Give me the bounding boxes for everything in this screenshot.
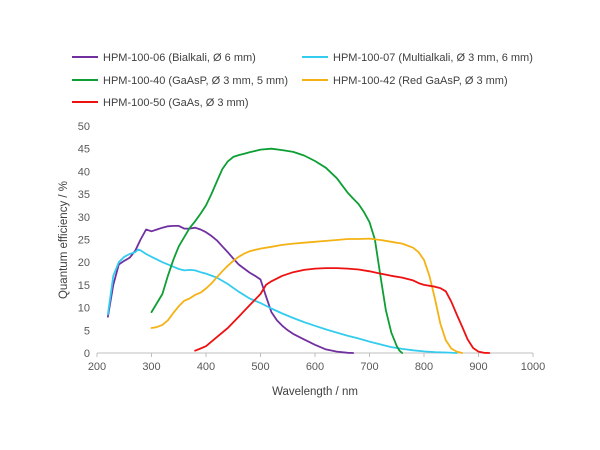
- x-axis-title: Wavelength / nm: [272, 386, 358, 398]
- legend-entry: HPM-100-07 (Multialkali, Ø 3 mm, 6 mm): [302, 52, 533, 64]
- y-tick-label: 25: [78, 235, 90, 247]
- legend-label: HPM-100-42 (Red GaAsP, Ø 3 mm): [333, 75, 508, 87]
- legend-label: HPM-100-07 (Multialkali, Ø 3 mm, 6 mm): [333, 52, 533, 64]
- y-tick-label: 45: [78, 144, 90, 156]
- y-tick-label: 35: [78, 189, 90, 201]
- x-tick-label: 1000: [521, 361, 545, 373]
- x-tick-label: 300: [142, 361, 160, 373]
- x-tick-label: 900: [469, 361, 487, 373]
- series-line: [150, 237, 464, 354]
- series-line: [194, 267, 491, 354]
- x-tick-label: 200: [88, 361, 106, 373]
- series-line: [107, 225, 355, 354]
- legend-label: HPM-100-50 (GaAs, Ø 3 mm): [103, 97, 248, 109]
- y-axis-title: Quantum efficiency / %: [58, 181, 70, 299]
- y-tick-label: 20: [78, 257, 90, 269]
- x-tick-label: 800: [415, 361, 433, 373]
- x-tick-label: 700: [360, 361, 378, 373]
- series-line: [150, 147, 404, 354]
- legend-label: HPM-100-40 (GaAsP, Ø 3 mm, 5 mm): [103, 75, 288, 87]
- series-line: [107, 248, 458, 354]
- x-tick-label: 500: [251, 361, 269, 373]
- legend-entry: HPM-100-06 (Bialkali, Ø 6 mm): [72, 52, 256, 64]
- x-tick-label: 600: [306, 361, 324, 373]
- y-tick-label: 15: [78, 280, 90, 292]
- y-tick-label: 30: [78, 212, 90, 224]
- y-axis: 0 5 10 15 20 25 30 35 40 45 50: [78, 121, 90, 360]
- legend-label: HPM-100-06 (Bialkali, Ø 6 mm): [103, 52, 256, 64]
- y-tick-label: 5: [84, 325, 90, 337]
- y-tick-label: 0: [84, 348, 90, 360]
- x-axis: 200 300 400 500 600 700 800 900 1000: [88, 352, 545, 373]
- y-tick-label: 40: [78, 166, 90, 178]
- legend-entry: HPM-100-50 (GaAs, Ø 3 mm): [72, 97, 248, 109]
- series-layer: [107, 147, 491, 354]
- legend-entry: HPM-100-42 (Red GaAsP, Ø 3 mm): [302, 75, 508, 87]
- y-tick-label: 50: [78, 121, 90, 133]
- legend-entry: HPM-100-40 (GaAsP, Ø 3 mm, 5 mm): [72, 75, 288, 87]
- legend: HPM-100-06 (Bialkali, Ø 6 mm) HPM-100-07…: [72, 52, 533, 109]
- y-tick-label: 10: [78, 303, 90, 315]
- x-tick-label: 400: [197, 361, 215, 373]
